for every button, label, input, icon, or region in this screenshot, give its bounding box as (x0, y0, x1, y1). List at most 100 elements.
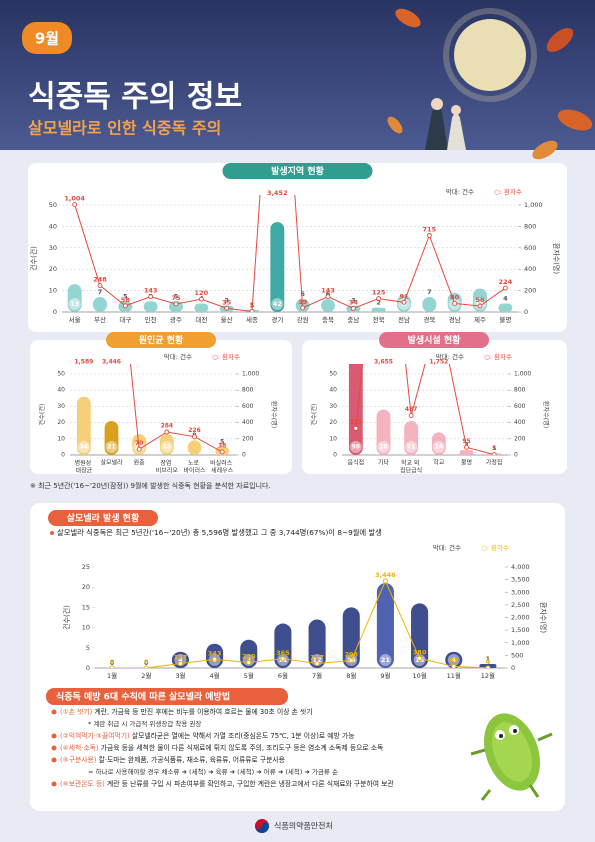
y2-tick-label: 400 (514, 419, 526, 426)
x-tick-label: 12월 (481, 671, 495, 680)
x-tick-label: 불명 (461, 459, 472, 467)
x-tick-label: 10월 (412, 671, 426, 680)
prevention-text: 칼·도마는 완제품, 가공식품류, 채소류, 육류류, 어류류로 구분사용 (96, 755, 285, 764)
y2-axis-label: 환자수(명) (539, 602, 548, 633)
y2-tick-label: 3,000 (511, 588, 530, 596)
x-tick-label: 광주 (170, 316, 182, 324)
x-tick-label: 9월 (380, 671, 390, 680)
x-tick-label: 병원성 대장균 (75, 459, 93, 475)
bar (187, 440, 202, 455)
prevention-title: 식중독 예방 6대 수칙에 따른 살모넬라 예방법 (56, 691, 230, 703)
bar (169, 301, 183, 312)
bar (270, 222, 285, 312)
legend-entry: ○: 환자수 (212, 352, 240, 361)
bullet (51, 757, 57, 763)
y-tick-label: 30 (49, 244, 57, 252)
y2-tick-label: 600 (242, 403, 254, 410)
bar (411, 603, 429, 668)
y-tick-label: 10 (82, 624, 90, 632)
y-tick-label: 10 (329, 435, 337, 442)
y2-tick-label: 800 (514, 387, 526, 394)
bar-value-label: 98 (352, 444, 360, 451)
y-tick-label: 40 (57, 387, 65, 394)
line-value-label: 62 (449, 656, 458, 664)
bar (422, 297, 437, 312)
line-value-label: 1,752 (429, 359, 448, 366)
line-value-label: 56 (475, 296, 485, 304)
y2-tick-label: 800 (242, 387, 254, 394)
bullet (50, 531, 54, 535)
x-tick-label: 1월 (107, 671, 117, 680)
line-point (72, 202, 78, 208)
line-point (192, 434, 197, 440)
line-value-label: 3,446 (102, 359, 121, 366)
bar-label-bg (432, 441, 445, 453)
y2-tick-label: 0 (511, 664, 515, 672)
line-point (348, 658, 354, 663)
bar-value-label: 13 (163, 444, 171, 451)
x-tick-label: 인천 (145, 315, 157, 324)
x-tick-label: 노로 바이러스 (183, 460, 206, 475)
x-tick-label: 학교 외 집단급식 (400, 459, 422, 475)
y-tick-label: 15 (82, 603, 90, 611)
bar-value-label: 4 (503, 294, 508, 302)
line-value-label: 298 (344, 650, 358, 658)
x-tick-label: 2월 (141, 671, 151, 680)
x-tick-label: 경기 (271, 315, 283, 324)
y2-tick-label: 1,000 (524, 201, 543, 209)
bar-value-label: 0 (144, 659, 149, 667)
line-point (502, 285, 508, 291)
x-tick-label: 서울 (69, 315, 81, 324)
line-value-label: 248 (93, 275, 107, 283)
line-point (300, 305, 306, 311)
line-value-label: 95 (462, 438, 470, 445)
bar-value-label: 5 (220, 438, 224, 445)
line-point (350, 305, 356, 311)
chart-box (30, 340, 292, 474)
line-value-label: 58 (121, 296, 131, 304)
line-point (426, 233, 432, 238)
line-point (477, 303, 483, 309)
y-tick-label: 20 (329, 419, 337, 426)
line (130, 364, 223, 453)
y2-tick-label: 0 (514, 452, 518, 459)
bar-label-bg (447, 654, 460, 666)
y2-tick-label: 600 (524, 244, 536, 252)
chart-subtitle: 살모넬라 식중독은 최근 5년간('16~'20년) 총 5,596명 발생했고… (57, 528, 382, 537)
bar (371, 307, 386, 312)
x-tick-label: 충북 (322, 315, 334, 324)
line-point (148, 294, 154, 300)
x-tick-label: 대구 (119, 316, 131, 324)
line-value-label: 220 (242, 652, 256, 660)
line-value-label: 177 (174, 654, 188, 662)
line-value-label: 0 (144, 658, 149, 666)
line-value-label: 34 (349, 298, 359, 306)
x-tick-label: 경남 (449, 315, 461, 324)
x-tick-label: 음식점 (348, 459, 365, 467)
x-tick-label: 5월 (244, 671, 254, 680)
x-tick-label: 장염 비브리오 (156, 459, 179, 475)
x-tick-label: 울산 (221, 315, 233, 324)
moon-glow (443, 8, 537, 102)
chart-title-pill (222, 163, 373, 179)
line-point (353, 425, 359, 431)
bar-label-bg (271, 298, 284, 310)
x-tick-label: 기타 (378, 459, 390, 467)
bar (194, 303, 209, 312)
x-tick-label: 대전 (195, 315, 207, 324)
x-tick-label: 7월 (312, 671, 322, 680)
bullet (51, 733, 57, 739)
bar (342, 607, 360, 668)
emblem-part (255, 822, 269, 833)
line (355, 364, 495, 455)
prevention-tag: (⑤구분사용) (60, 755, 97, 764)
y-tick-label: 20 (82, 583, 90, 591)
month-badge (22, 22, 72, 54)
y2-tick-label: 200 (242, 435, 254, 442)
bar (404, 420, 419, 455)
line-point (212, 656, 218, 662)
y-tick-label: 50 (57, 371, 65, 378)
line (112, 579, 488, 668)
line-value-label: 5 (250, 301, 255, 309)
leaves (387, 8, 593, 160)
